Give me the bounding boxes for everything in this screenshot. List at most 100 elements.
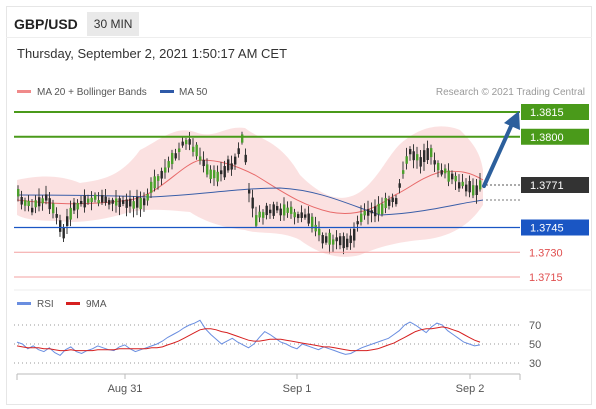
candle-body [48, 198, 51, 210]
candle-body [286, 207, 289, 213]
candle-body [255, 215, 258, 226]
candle-body [416, 154, 419, 161]
symbol-title: GBP/USD [14, 16, 78, 32]
candle-body [262, 212, 265, 218]
price-legend: MA 20 + Bollinger Bands MA 50 [17, 87, 208, 98]
nine-ma-line [16, 326, 481, 352]
candle-body [94, 194, 97, 200]
candle-body [213, 170, 216, 179]
candle-body [384, 197, 387, 209]
x-tick-label: Sep 1 [283, 383, 312, 395]
timeframe-badge[interactable]: 30 MIN [86, 12, 140, 36]
attribution: Research © 2021 Trading Central [436, 87, 585, 98]
candle-body [300, 212, 303, 218]
candle-body [108, 200, 111, 205]
candle-body [139, 197, 142, 210]
candle-body [129, 198, 132, 207]
candle-body [402, 170, 405, 174]
candle-body [143, 198, 146, 206]
candle-body [118, 198, 121, 207]
current-price-label: 1.3771 [530, 180, 564, 192]
level-label-1.3815: 1.3815 [530, 107, 564, 119]
candle-body [342, 236, 345, 249]
candle-body [265, 205, 268, 216]
candle-body [132, 201, 135, 209]
x-axis-ticks: Aug 31 Sep 1 Sep 2 [108, 374, 485, 395]
candle-body [115, 198, 118, 206]
candle-body [83, 195, 86, 208]
candle-body [363, 210, 366, 216]
candle-body [412, 151, 415, 161]
legend-swatch-9ma [66, 302, 80, 305]
rsi-tick-70: 70 [529, 320, 541, 332]
candle-body [59, 220, 62, 232]
header-divider [6, 37, 592, 38]
candle-body [458, 182, 461, 189]
candle-body [241, 134, 244, 143]
candle-body [447, 170, 450, 182]
x-tick-label: Sep 2 [456, 383, 485, 395]
candle-body [353, 229, 356, 241]
chart-header: GBP/USD 30 MIN [14, 12, 140, 36]
candle-body [437, 162, 440, 171]
candle-body [216, 171, 219, 182]
candle-body [202, 159, 205, 167]
candle-body [195, 144, 198, 157]
candle-body [164, 167, 167, 173]
candle-body [395, 198, 398, 205]
level-tag-1.3800 [521, 128, 589, 145]
candle-body [279, 208, 282, 216]
candle-body [188, 139, 191, 145]
candle-body [167, 161, 170, 168]
direction-arrow-icon [482, 111, 520, 188]
candle-body [41, 198, 44, 204]
candle-body [283, 204, 286, 216]
candle-body [454, 175, 457, 182]
candle-body [52, 203, 55, 214]
candle-body [97, 200, 100, 204]
candle-body [55, 213, 58, 218]
candle-body [272, 204, 275, 216]
candle-body [160, 170, 163, 179]
date-line: Thursday, September 2, 2021 1:50:17 AM C… [17, 46, 288, 61]
candle-body [206, 164, 209, 175]
candle-body [381, 203, 384, 215]
legend-swatch-ma20 [17, 90, 31, 93]
candle-body [461, 181, 464, 187]
candle-body [181, 141, 184, 146]
candle-body [45, 194, 48, 201]
candle-body [69, 207, 72, 220]
candle-body [398, 183, 401, 188]
candle-body [62, 227, 65, 239]
candle-body [34, 200, 37, 208]
candle-body [451, 173, 454, 180]
candle-body [104, 196, 107, 203]
candle-body [220, 170, 223, 175]
candle-body [276, 206, 279, 211]
candle-body [297, 214, 300, 219]
candle-body [328, 232, 331, 245]
candle-body [223, 166, 226, 178]
candle-body [111, 199, 114, 204]
candle-body [419, 157, 422, 167]
candle-body [321, 235, 324, 244]
candle-body [178, 148, 181, 153]
candle-body [475, 185, 478, 195]
candle-body [307, 213, 310, 224]
price-levels: 1.3815 1.3800 1.3745 1.3730 1.3715 [14, 104, 589, 284]
rsi-legend: RSI 9MA [17, 299, 107, 310]
x-tick-label: Aug 31 [108, 383, 143, 395]
candle-body [314, 224, 317, 232]
rsi-tick-30: 30 [529, 358, 541, 370]
candle-body [349, 235, 352, 244]
rsi-grid: 70 50 30 [14, 320, 541, 370]
candle-body [465, 184, 468, 192]
candle-body [311, 216, 314, 229]
candle-body [409, 149, 412, 155]
level-label-1.3715: 1.3715 [529, 272, 563, 284]
candle-body [101, 195, 104, 203]
level-tag-1.3815 [521, 104, 589, 120]
candle-body [38, 197, 41, 207]
candle-body [153, 176, 156, 189]
